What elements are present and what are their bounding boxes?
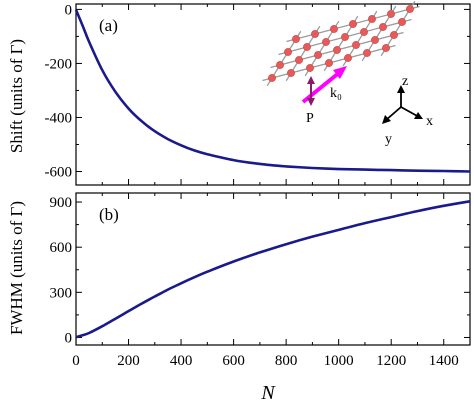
lattice-atom [341,33,349,41]
panel-b-label: (b) [99,205,119,224]
polarization-arrow [307,76,315,106]
p-label: P [306,111,314,126]
panel-b-y-axis-label: FWHM (units of Γ) [7,201,26,335]
lattice-atom [382,44,390,52]
x-axis [400,106,420,118]
panel-b: 0 300 600 900 0 200 400 600 800 1000 1200 1400 (b)… [7,192,471,369]
lattice-atom [330,25,338,33]
x-tick-label: 1400 [429,353,459,369]
polarization-arrow-head-top [307,76,315,84]
lattice-atom [344,54,352,62]
y-tick-label: 300 [50,285,73,301]
lattice-atom [349,20,357,28]
lattice-atom [268,74,276,82]
fwhm-curve [75,200,471,339]
z-axis-head [397,85,405,93]
x-tick-label: 600 [222,353,245,369]
lattice-atom [314,51,322,59]
panel-a: 0 -200 -400 -600 (a) Shift (units of Γ) k₀ … [7,0,471,186]
lattice-atom [371,36,379,44]
k0-arrow-shaft [301,70,342,104]
polarization-arrow-head-bottom [307,98,315,106]
lattice-atom [295,56,303,64]
panel-b-x-ticks: 0 200 400 600 800 1000 1200 1400 [72,193,471,369]
y-tick-label: -200 [45,56,73,72]
coordinate-axes: z x y [382,74,433,147]
z-axis-label: z [402,74,408,89]
k0-label: k₀ [330,86,342,101]
lattice-atom [322,38,330,46]
y-tick-label: -400 [45,110,73,126]
lattice-atom [284,48,292,56]
x-tick-label: 200 [117,353,140,369]
lattice-atom [368,15,376,23]
x-tick-label: 400 [170,353,193,369]
lattice-atom [352,41,360,49]
y-tick-label: -600 [45,164,73,180]
x-axis-label: x [426,114,433,129]
y-tick-label: 0 [65,330,73,346]
y-axis [385,106,402,121]
panel-a-y-ticks: 0 -200 -400 -600 [45,2,470,180]
lattice-grid [262,0,420,87]
panel-b-y-ticks: 0 300 600 900 [50,195,470,346]
y-tick-label: 900 [50,195,73,211]
k0-arrow-head [333,66,347,79]
lattice-atom [363,49,371,57]
lattice-atom [287,69,295,77]
lattice-atom [276,61,284,69]
x-tick-label: 1200 [376,353,406,369]
lattice-atom [333,46,341,54]
x-axis-head [414,112,423,119]
y-axis-head [382,115,391,124]
x-axis-label-N: N [260,382,276,404]
lattice-atom [387,10,395,18]
lattice-atom [325,59,333,67]
lattice-atom [398,18,406,26]
x-tick-label: 0 [72,353,80,369]
panel-a-x-ticks [75,4,471,185]
y-tick-label: 600 [50,240,73,256]
lattice-atom [390,31,398,39]
shift-curve [74,9,471,173]
panel-b-frame [75,192,471,346]
panel-a-y-axis-label: Shift (units of Γ) [7,39,26,153]
lattice-atom [292,35,300,43]
lattice-atom [311,30,319,38]
lattice-atom [379,23,387,31]
lattice-atom [360,28,368,36]
lattice-atom [303,43,311,51]
lattice-inset: k₀ P z x y [262,0,433,147]
panel-a-label: (a) [99,16,118,35]
k0-arrow [301,66,347,104]
x-tick-label: 800 [275,353,298,369]
lattice-atom [306,64,314,72]
x-tick-label: 1000 [324,353,354,369]
y-axis-label: y [385,132,392,147]
lattice-atom [406,5,414,13]
panel-a-frame [75,3,471,186]
y-tick-label: 0 [65,2,73,18]
